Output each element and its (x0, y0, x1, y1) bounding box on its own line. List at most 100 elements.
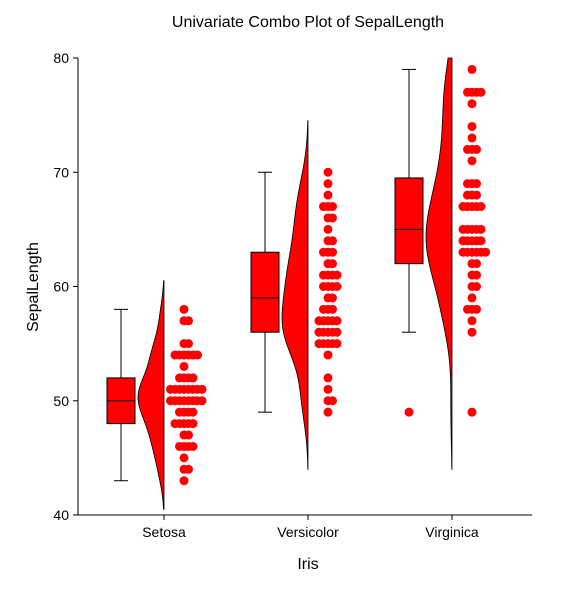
data-point (463, 87, 472, 97)
data-point (332, 282, 342, 291)
density-shape (425, 57, 453, 470)
data-point (332, 327, 342, 337)
data-point (184, 464, 193, 474)
data-point (175, 441, 184, 451)
group-versicolor (250, 120, 342, 470)
data-point (188, 419, 198, 429)
data-point (193, 350, 202, 360)
box (394, 177, 424, 265)
data-point (319, 202, 328, 212)
data-point (184, 339, 193, 349)
data-point (175, 373, 184, 383)
y-tick-label: 40 (53, 507, 69, 523)
data-point (323, 384, 333, 394)
data-point (328, 247, 337, 257)
data-point (332, 270, 342, 280)
data-point (175, 407, 184, 417)
data-point (458, 202, 468, 212)
data-point (463, 304, 472, 314)
y-tick-label: 80 (53, 50, 69, 66)
chart-title: Univariate Combo Plot of SepalLength (172, 14, 444, 31)
data-point (166, 396, 175, 406)
data-point (166, 384, 175, 394)
data-point (323, 350, 333, 360)
data-point (188, 441, 198, 451)
data-point (319, 270, 328, 280)
x-tick-label: Setosa (142, 524, 186, 540)
data-point (179, 304, 189, 314)
data-point (472, 270, 481, 280)
data-point (467, 156, 477, 166)
data-point (328, 259, 337, 269)
data-point (323, 190, 333, 200)
data-point (458, 247, 468, 257)
data-point (314, 316, 324, 326)
data-point (472, 304, 481, 314)
data-point (314, 327, 324, 337)
y-tick-label: 70 (53, 164, 69, 180)
data-point (467, 122, 477, 132)
data-point (332, 316, 342, 326)
data-point (319, 304, 328, 314)
data-point (328, 293, 337, 303)
data-point (323, 167, 333, 177)
data-point (458, 224, 468, 234)
data-point (467, 99, 477, 109)
x-axis-label: Iris (297, 556, 318, 573)
y-tick-label: 50 (53, 393, 69, 409)
density-shape (137, 280, 165, 510)
data-point (179, 361, 189, 371)
data-point (328, 396, 337, 406)
data-point (197, 396, 207, 406)
data-point (188, 407, 198, 417)
data-point (476, 87, 486, 97)
data-point (184, 430, 193, 440)
data-point (197, 384, 207, 394)
data-point (188, 373, 198, 383)
data-point (476, 224, 486, 234)
data-point (458, 236, 468, 246)
data-point (328, 202, 337, 212)
data-point (323, 407, 333, 417)
data-point (170, 419, 180, 429)
data-point (323, 373, 333, 383)
data-point (319, 247, 328, 257)
y-axis-label: SepalLength (25, 242, 42, 332)
data-point (463, 179, 472, 189)
data-point (184, 316, 193, 326)
data-point (319, 282, 328, 291)
data-point (481, 247, 490, 257)
data-point (463, 144, 472, 154)
plot-area (106, 57, 490, 510)
data-point (472, 190, 481, 200)
data-point (179, 476, 189, 486)
data-point (314, 339, 324, 349)
data-point (467, 64, 477, 74)
data-point (467, 316, 477, 326)
data-point (472, 259, 481, 269)
data-point (467, 327, 477, 337)
y-tick-label: 60 (53, 279, 69, 295)
x-tick-label: Virginica (425, 524, 479, 540)
data-point (467, 407, 477, 417)
data-point (323, 179, 333, 189)
data-point (472, 179, 481, 189)
data-point (332, 339, 342, 349)
data-point (323, 224, 333, 234)
x-tick-label: Versicolor (277, 524, 339, 540)
axes: 40 50 60 70 80 Setosa Versicolor Virginica (53, 50, 532, 540)
group-virginica (394, 57, 490, 470)
group-setosa (106, 280, 207, 510)
data-point (467, 133, 477, 143)
outlier-point (404, 407, 414, 417)
box (250, 251, 280, 333)
data-point (476, 202, 486, 212)
data-point (463, 190, 472, 200)
data-point (467, 293, 477, 303)
data-point (179, 453, 189, 463)
data-point (472, 282, 481, 291)
data-point (170, 350, 180, 360)
data-point (328, 236, 337, 246)
data-point (472, 144, 481, 154)
